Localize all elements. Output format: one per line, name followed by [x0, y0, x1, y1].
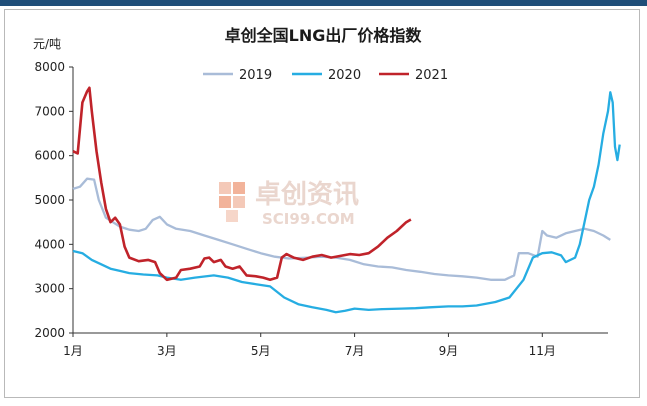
- y-axis-label: 元/吨: [33, 37, 61, 51]
- x-tick-label: 1月: [63, 344, 83, 358]
- watermark-text-en: SCI99.COM: [262, 210, 355, 228]
- chart-title: 卓创全国LNG出厂价格指数: [225, 26, 423, 45]
- watermark-text-cn: 卓创资讯: [255, 180, 359, 210]
- y-tick-label: 8000: [34, 60, 65, 74]
- watermark: 卓创资讯 SCI99.COM: [219, 180, 359, 228]
- legend-label-2020: 2020: [328, 68, 361, 83]
- y-tick-label: 7000: [34, 104, 65, 118]
- x-tick-label: 5月: [251, 344, 271, 358]
- y-tick-label: 2000: [34, 326, 65, 340]
- legend: 2019 2020 2021: [203, 68, 448, 83]
- y-tick-label: 6000: [34, 149, 65, 163]
- x-tick-label: 7月: [345, 344, 365, 358]
- legend-label-2019: 2019: [239, 68, 272, 83]
- series-line-2021: [72, 86, 412, 282]
- watermark-logo-icon: [219, 182, 245, 222]
- x-tick-label: 9月: [439, 344, 459, 358]
- x-tick-label: 3月: [157, 344, 177, 358]
- y-tick-label: 3000: [34, 282, 65, 296]
- legend-item-2021: 2021: [379, 68, 448, 83]
- legend-item-2019: 2019: [203, 68, 272, 83]
- y-tick-label: 5000: [34, 193, 65, 207]
- x-tick-label: 11月: [529, 344, 556, 358]
- y-tick-label: 4000: [34, 237, 65, 251]
- top-accent-bar: [0, 0, 647, 6]
- y-ticks: 2000 3000 4000 5000 6000 7000 8000: [34, 60, 73, 340]
- chart-border: [4, 9, 640, 398]
- x-ticks: 1月 3月 5月 7月 9月 11月: [63, 333, 556, 358]
- legend-label-2021: 2021: [415, 68, 448, 83]
- legend-item-2020: 2020: [292, 68, 361, 83]
- series-lines: [72, 86, 621, 314]
